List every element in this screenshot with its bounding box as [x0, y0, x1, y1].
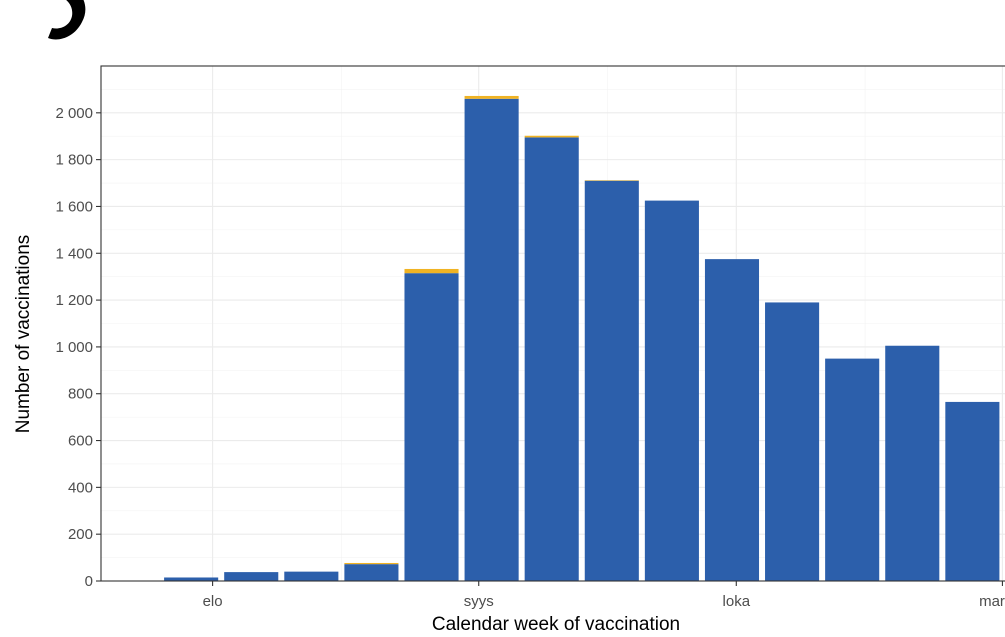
y-tick-label: 1 200: [55, 292, 93, 309]
bar-series-1-2021-09-06: [524, 137, 579, 582]
y-tick-label: 600: [68, 433, 93, 450]
bar-series-1-2021-08-30: [464, 98, 519, 581]
bar-series-1-2021-10-25: [945, 401, 1000, 581]
y-tick-label: 0: [85, 573, 93, 590]
y-tick-label: 1 000: [55, 339, 93, 356]
y-tick-label: 2 000: [55, 105, 93, 122]
bar-series-1-2021-08-09: [284, 571, 339, 581]
y-tick-label: 1 600: [55, 198, 93, 215]
x-axis-ticks: elo syys loka marras: [203, 581, 1005, 610]
bar-series-1-2021-08-23: [404, 273, 459, 581]
bar-series-2-2021-08-16: [344, 562, 399, 565]
x-tick-label: marras: [979, 593, 1005, 610]
bar-series-1-2021-07-26: [164, 577, 219, 581]
bars: [164, 95, 1000, 582]
y-tick-label: 200: [68, 526, 93, 543]
x-tick-label: elo: [203, 593, 223, 610]
bar-series-2-2021-08-23: [404, 268, 459, 274]
cropped-figure-number-glyph: [0, 0, 108, 44]
bar-series-1-2021-08-02: [224, 572, 279, 581]
bar-series-2-2021-09-06: [524, 135, 579, 138]
panel-border: [100, 65, 1005, 582]
y-axis-ticks: 0 200 400 600 800 1 000 1 200 1 400 1 600 1 800 2 …: [55, 105, 101, 590]
y-tick-label: 1 400: [55, 245, 93, 262]
bar-series-1-2021-09-20: [644, 200, 699, 581]
y-tick-label: 1 800: [55, 152, 93, 169]
bar-series-1-2021-10-04: [765, 302, 820, 581]
y-axis-title: Number of vaccinations: [13, 235, 34, 434]
x-tick-label: loka: [723, 593, 751, 610]
bar-series-1-2021-09-27: [704, 259, 760, 581]
bar-series-1-2021-10-18: [885, 345, 940, 581]
y-tick-label: 400: [68, 479, 93, 496]
x-axis-title: Calendar week of vaccination: [432, 614, 680, 635]
bar-series-2-2021-08-30: [464, 95, 519, 99]
bar-series-1-2021-10-11: [825, 358, 880, 581]
bar-series-1-2021-09-13: [584, 180, 639, 582]
x-tick-label: syys: [464, 593, 494, 610]
y-tick-label: 800: [68, 386, 93, 403]
bar-series-1-2021-08-16: [344, 564, 399, 581]
